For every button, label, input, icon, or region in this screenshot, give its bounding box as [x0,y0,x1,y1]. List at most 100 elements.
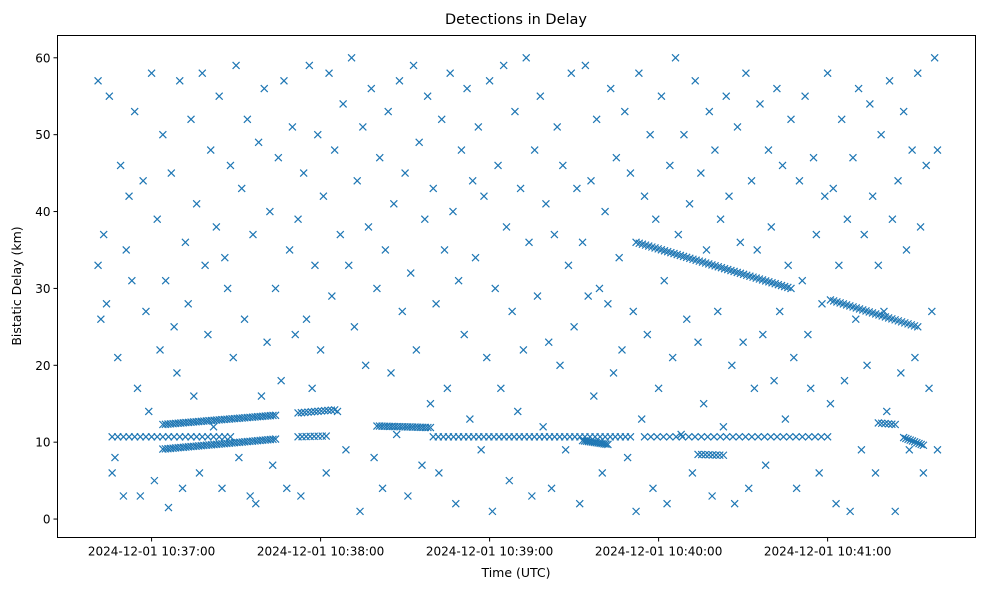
data-point [105,92,114,101]
chart-title: Detections in Delay [445,12,587,28]
data-point [704,450,713,459]
data-point [142,432,150,441]
data-point [742,69,750,78]
data-point [880,307,888,316]
data-point [167,169,176,178]
data-point [243,115,252,124]
data-point [716,215,725,224]
data-point [147,432,156,441]
data-point [198,69,207,78]
data-point [919,468,928,477]
data-point [905,445,914,454]
data-point [133,384,142,393]
data-point [373,284,381,293]
data-point [849,153,857,162]
data-point [868,192,877,201]
data-point [94,76,102,85]
data-point [913,322,922,331]
data-point [891,420,900,429]
data-point [361,361,370,370]
data-point [320,406,329,415]
data-point [798,276,807,285]
data-point [772,84,781,93]
data-point [234,453,243,462]
data-point [917,440,926,449]
data-point [832,499,840,508]
data-point [324,406,332,415]
data-point [271,435,280,444]
data-point [775,307,784,316]
data-point [451,499,460,508]
data-point [158,130,167,139]
data-point [232,61,241,70]
data-point [592,115,601,124]
data-point [702,246,711,254]
data-point [766,432,775,441]
data-point [170,432,179,441]
data-point [310,407,319,416]
data-point [603,299,612,308]
data-point [713,307,722,316]
data-point [626,169,635,178]
data-point [922,161,931,170]
data-point [130,107,139,116]
data-point [902,246,911,254]
data-point [640,192,649,201]
data-point [913,69,922,78]
y-tick-label: 30 [35,282,50,296]
data-point [685,199,694,208]
data-point [851,315,860,324]
data-point [756,99,764,108]
data-point [809,153,818,162]
data-point [697,450,706,459]
data-point [113,432,122,441]
data-point [527,492,536,500]
data-point [488,507,497,516]
data-point [572,184,581,193]
data-point [891,507,900,516]
data-point [353,176,362,185]
data-point [708,450,717,459]
data-point [927,307,936,316]
data-point [837,115,846,124]
data-point [409,61,418,70]
data-point [209,422,218,431]
data-point [615,253,624,262]
data-point [522,53,531,62]
data-point [781,415,790,424]
data-point [317,407,326,415]
data-point [815,468,824,477]
data-point [304,408,312,417]
data-point [127,276,136,285]
data-point [933,146,942,154]
data-point [268,461,277,470]
data-point [578,238,587,247]
data-point [612,153,621,162]
data-point [575,499,584,508]
data-point [739,338,748,347]
data-point [181,238,190,247]
data-point [314,407,322,416]
data-point [620,107,629,116]
data-point [911,353,919,362]
data-point [175,76,184,85]
data-point [170,322,179,331]
data-point [218,484,226,493]
data-point [899,107,908,116]
data-point [753,246,762,254]
data-point [787,284,795,293]
y-tick-label: 50 [35,128,50,142]
data-point [722,92,731,101]
x-tick-label: 2024-12-01 10:38:00 [257,545,384,559]
x-tick-label: 2024-12-01 10:37:00 [88,545,215,559]
data-point [665,432,674,441]
data-point [877,130,886,139]
data-point [164,503,173,512]
data-point [896,369,905,377]
data-point [899,433,908,442]
data-point [294,215,302,224]
data-point [215,92,224,101]
data-point [798,432,807,441]
data-point [823,69,832,78]
data-point [316,345,325,354]
